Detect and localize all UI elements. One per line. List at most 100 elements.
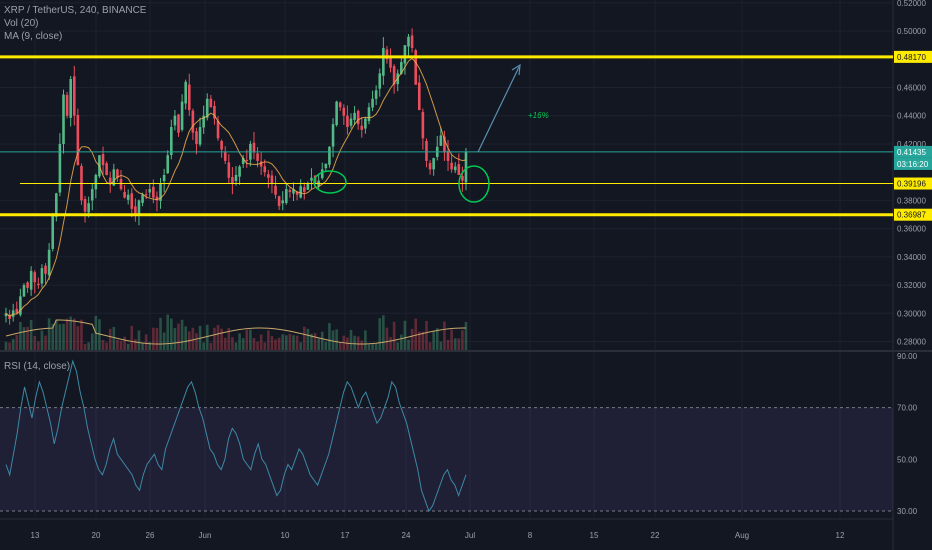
volume-bar: [403, 320, 407, 350]
volume-bar: [33, 335, 37, 350]
price-tick-label: 0.30000: [897, 309, 926, 318]
volume-bar: [378, 318, 382, 350]
candle-body: [338, 102, 342, 108]
rsi-tick-label: 70.00: [897, 404, 918, 413]
rsi-band: [0, 407, 893, 511]
chart-legend: XRP / TetherUS, 240, BINANCE Vol (20) MA…: [4, 4, 146, 43]
candle-body: [374, 90, 378, 99]
volume-bar: [292, 335, 295, 350]
price-level-tag: [894, 50, 932, 63]
volume-bar: [421, 331, 425, 350]
volume-bar: [274, 339, 277, 350]
candle-body: [328, 146, 331, 165]
volume-bar: [346, 337, 349, 350]
volume-bar: [259, 334, 263, 350]
volume-bar: [29, 319, 33, 350]
rsi-indicator-label[interactable]: RSI (14, close): [4, 361, 71, 372]
volume-bar: [425, 321, 428, 350]
volume-bar: [58, 324, 62, 350]
price-level-tag-text: 0.36987: [897, 211, 926, 220]
volume-bar: [4, 341, 8, 350]
time-tick-label: 12: [836, 531, 845, 540]
price-tick-label: 0.50000: [897, 27, 926, 36]
volume-bar: [396, 342, 400, 350]
candle-body: [130, 193, 134, 209]
candle-body: [90, 189, 94, 201]
candle-body: [335, 101, 338, 126]
volume-bar: [443, 321, 446, 350]
candle-body: [33, 272, 37, 283]
volume-bar: [400, 334, 403, 350]
candle-body: [331, 124, 335, 147]
volume-bar: [324, 341, 328, 350]
candle-body: [69, 79, 72, 118]
volume-bar: [335, 329, 338, 350]
volume-bar: [320, 331, 324, 350]
volume-bar: [238, 333, 241, 350]
candle-body: [223, 152, 227, 161]
volume-ma-line: [5, 319, 467, 345]
volume-bar: [435, 328, 439, 350]
volume-bar: [461, 330, 464, 350]
candle-body: [457, 164, 461, 175]
volume-bar: [417, 331, 421, 350]
candle-body: [198, 127, 202, 145]
candle-body: [349, 118, 353, 126]
price-tick-label: 0.36000: [897, 225, 926, 234]
candle-body: [108, 177, 112, 184]
symbol-title[interactable]: XRP / TetherUS, 240, BINANCE: [4, 5, 147, 16]
price-tick-label: 0.44000: [897, 112, 926, 121]
volume-indicator-label[interactable]: Vol (20): [4, 18, 39, 29]
volume-bar: [382, 315, 385, 350]
volume-bar: [277, 337, 281, 350]
candle-body: [112, 169, 116, 186]
candle-body: [205, 98, 209, 118]
candle-body: [195, 131, 198, 144]
volume-bar: [446, 339, 450, 350]
circle-annotation: [458, 165, 490, 203]
candle-body: [320, 169, 324, 179]
candle-body: [227, 162, 231, 178]
volume-bar: [105, 342, 108, 350]
candle-body: [40, 268, 44, 284]
time-tick-label: 15: [590, 531, 599, 540]
candle-body: [299, 186, 302, 198]
candle-body: [184, 81, 187, 104]
candle-body: [356, 110, 360, 125]
volume-bar: [439, 341, 443, 350]
volume-bar: [123, 336, 126, 350]
volume-bar: [270, 336, 274, 350]
volume-bar: [432, 331, 435, 350]
volume-bar: [367, 343, 371, 350]
volume-bar: [457, 338, 461, 350]
candle-body: [4, 313, 8, 317]
candle-body: [162, 175, 166, 182]
rsi-legend: RSI (14, close): [4, 360, 70, 373]
candle-body: [148, 189, 152, 193]
volume-bar: [374, 343, 378, 350]
volume-bar: [98, 319, 101, 350]
candle-body: [47, 249, 51, 276]
candle-body: [360, 125, 364, 130]
price-tick-label: 0.42000: [897, 140, 926, 149]
candle-body: [119, 178, 123, 190]
volume-bar: [72, 318, 76, 350]
price-tick-label: 0.28000: [897, 338, 926, 347]
volume-bar: [19, 321, 22, 350]
volume-bar: [338, 342, 342, 350]
time-tick-label: 13: [31, 531, 40, 540]
volume-bar: [69, 316, 72, 350]
volume-bar: [83, 343, 87, 350]
volume-bar: [177, 323, 180, 350]
candle-body: [425, 140, 428, 161]
candle-body: [292, 189, 295, 194]
candle-body: [285, 189, 288, 203]
volume-bars: [4, 314, 468, 350]
volume-bar: [317, 338, 320, 350]
volume-bar: [184, 326, 187, 350]
candle-body: [116, 169, 119, 178]
candle-body: [220, 140, 223, 150]
ma-indicator-label[interactable]: MA (9, close): [4, 31, 63, 42]
volume-bar: [126, 343, 130, 350]
